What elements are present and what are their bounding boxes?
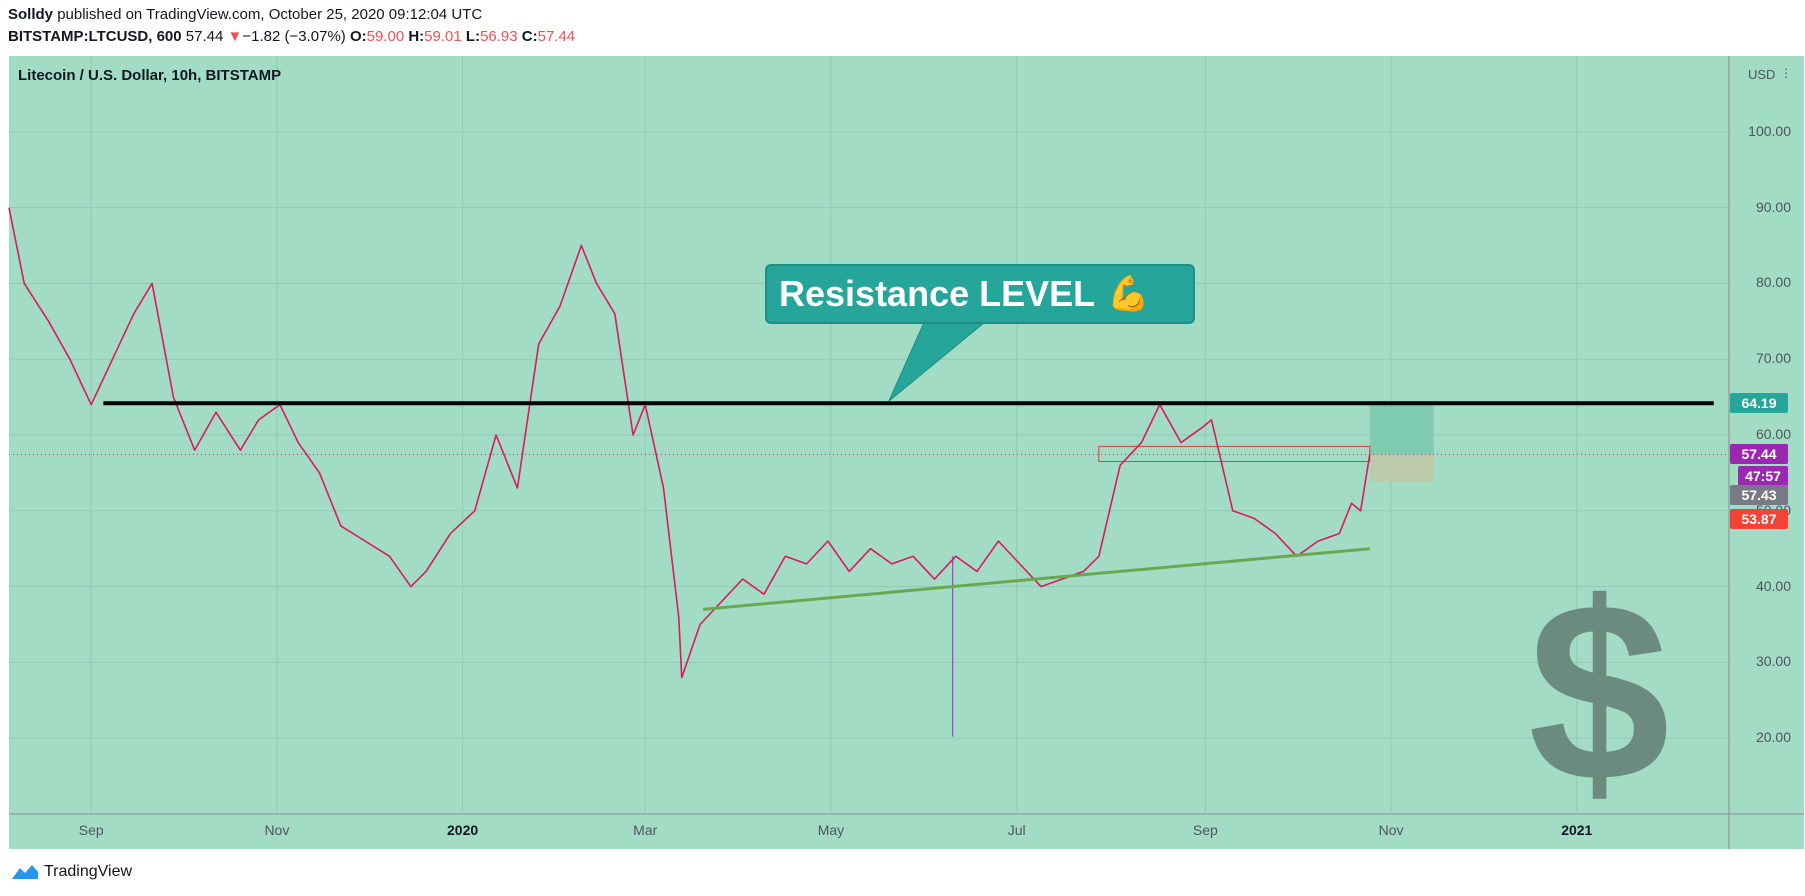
resistance-price-badge: 64.19: [1730, 393, 1788, 414]
price-tick-label: 90.00: [1755, 198, 1791, 215]
down-arrow-icon: ▼: [227, 28, 243, 45]
symbol-quote: BITSTAMP:LTCUSD, 600 57.44 ▼−1.82 (−3.07…: [8, 28, 575, 45]
resistance-callout[interactable]: Resistance LEVEL 💪: [765, 264, 1195, 324]
close-value: 57.44: [537, 28, 576, 45]
time-tick-label: 2021: [1561, 822, 1593, 838]
high-value: 59.01: [424, 28, 462, 45]
price-tick-label: 100.00: [1748, 122, 1791, 139]
chart-legend[interactable]: Litecoin / U.S. Dollar, 10h, BITSTAMP: [18, 67, 282, 84]
price-change: −1.82 (−3.07%): [242, 28, 346, 45]
price-tick-label: 20.00: [1755, 729, 1791, 746]
time-tick-label: Nov: [1378, 822, 1404, 838]
low-value: 56.93: [480, 28, 518, 45]
open-label: O:: [349, 28, 367, 45]
grid-lines: [9, 56, 1729, 814]
price-tick-label: 70.00: [1755, 350, 1791, 367]
symbol-label: BITSTAMP:LTCUSD, 600: [8, 28, 182, 45]
time-axis[interactable]: [9, 814, 1729, 849]
time-tick-label: May: [817, 822, 845, 838]
ellipsis-icon[interactable]: ⋮: [1780, 66, 1792, 80]
gray-price-badge: 57.43: [1730, 484, 1788, 505]
tradingview-logo-icon: [12, 865, 38, 879]
price-tick-label: 40.00: [1755, 577, 1791, 594]
stop-price-badge: 53.87: [1730, 508, 1788, 529]
flexed-biceps-icon: 💪: [1107, 275, 1150, 313]
currency-label[interactable]: USD: [1748, 67, 1776, 82]
close-label: C:: [521, 28, 538, 45]
support-trendline: [702, 547, 1370, 611]
publish-date: published on TradingView.com, October 25…: [57, 6, 483, 23]
last-price-badge: 57.44: [1730, 444, 1788, 465]
target-zone: [1369, 403, 1434, 455]
time-tick-label: 2020: [447, 822, 479, 838]
price-tick-label: 60.00: [1755, 426, 1791, 442]
low-label: L:: [465, 28, 481, 45]
price-tick-label: 80.00: [1755, 274, 1791, 291]
open-value: 59.00: [366, 28, 405, 45]
dollar-watermark-icon: $: [1528, 550, 1670, 835]
last-price: 57.44: [185, 28, 224, 45]
callout-text: Resistance LEVEL: [779, 273, 1096, 314]
publish-info: Solldy published on TradingView.com, Oct…: [8, 6, 482, 23]
time-tick-label: Jul: [1007, 822, 1026, 838]
tradingview-brand[interactable]: TradingView: [10, 862, 132, 882]
countdown-badge: 47:57: [1738, 466, 1788, 487]
time-tick-label: Nov: [264, 822, 290, 838]
price-tick-label: 30.00: [1755, 653, 1791, 670]
stop-zone: [1369, 454, 1434, 482]
time-tick-label: Mar: [633, 822, 658, 838]
time-tick-label: Sep: [78, 822, 104, 838]
time-tick-label: Sep: [1192, 822, 1218, 838]
author-name[interactable]: Solldy: [8, 6, 54, 23]
price-series-line: [8, 207, 1371, 679]
high-label: H:: [408, 28, 425, 45]
brand-name: TradingView: [44, 863, 133, 880]
